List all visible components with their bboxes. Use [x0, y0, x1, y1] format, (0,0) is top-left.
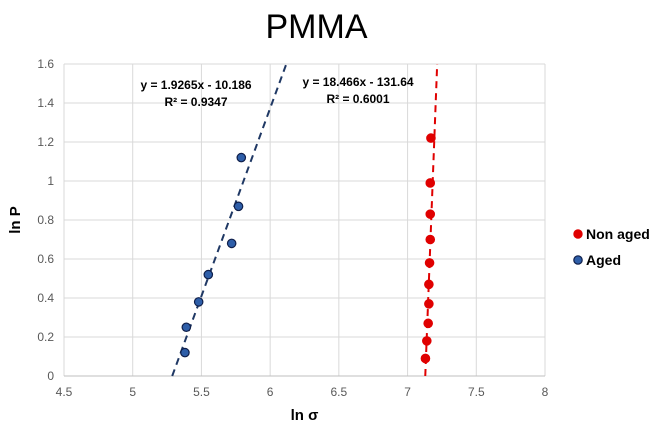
non-aged-data-point	[426, 133, 436, 143]
non-aged-data-point	[424, 299, 434, 309]
chart-title: PMMA	[266, 8, 368, 46]
nonaged-r2-text: R² = 0.6001	[326, 92, 389, 106]
y-tick-label: 1.2	[37, 135, 54, 149]
y-tick-label: 0.2	[37, 330, 54, 344]
y-tick-label: 1.6	[37, 57, 54, 71]
aged-data-point	[193, 297, 204, 307]
x-axis-label: ln σ	[291, 407, 319, 424]
x-tick-label: 7.5	[468, 385, 485, 399]
x-tick-label: 6.5	[331, 385, 348, 399]
y-tick-label: 1	[47, 174, 54, 188]
non-aged-data-point	[424, 279, 434, 290]
data-points	[180, 133, 436, 364]
non-aged-data-point	[422, 336, 432, 346]
y-tick-label: 1.4	[37, 96, 54, 110]
aged-data-point	[181, 322, 192, 333]
aged-trendline	[171, 63, 288, 377]
aged-r2-text: R² = 0.9347	[164, 95, 227, 109]
aged-data-point	[233, 201, 244, 212]
nonaged-equation-text: y = 18.466x - 131.64	[302, 75, 413, 89]
legend-label-non-aged: Non aged	[586, 226, 650, 242]
aged-data-point	[203, 269, 214, 280]
x-tick-label: 8	[542, 385, 549, 399]
y-tick-label: 0.8	[37, 213, 54, 227]
nonaged-trendline-equation: y = 18.466x - 131.64 R² = 0.6001	[302, 75, 413, 106]
y-tick-label: 0	[47, 369, 54, 383]
x-tick-label: 7	[404, 385, 411, 399]
x-tick-label: 4.5	[56, 385, 73, 399]
y-tick-label: 0.4	[37, 291, 54, 305]
y-tick-label: 0.6	[37, 252, 54, 266]
aged-data-point	[180, 347, 190, 358]
aged-equation-text: y = 1.9265x - 10.186	[140, 78, 251, 92]
non-aged-data-point	[425, 234, 436, 245]
non-aged-data-point	[424, 258, 435, 268]
legend-marker-aged	[573, 255, 583, 265]
legend: Non aged Aged	[573, 226, 650, 268]
non-aged-data-point	[420, 353, 431, 364]
y-axis-label: ln P	[7, 206, 24, 234]
legend-label-aged: Aged	[586, 252, 621, 268]
aged-data-point	[236, 152, 247, 163]
non-aged-data-point	[425, 209, 436, 219]
non-aged-data-point	[425, 178, 436, 188]
x-tick-label: 5	[129, 385, 136, 399]
grid	[63, 63, 546, 377]
aged-trendline-equation: y = 1.9265x - 10.186 R² = 0.9347	[140, 78, 251, 109]
x-tick-label: 5.5	[193, 385, 210, 399]
legend-marker-non-aged	[573, 229, 583, 239]
tick-labels: 4.5 5 5.5 6 6.5 7 7.5 8 0 0.2 0.4 0.6 0.8 1 1.2 1.4 1.6	[37, 57, 548, 399]
x-tick-label: 6	[267, 385, 274, 399]
aged-data-point	[226, 238, 237, 249]
non-aged-data-point	[423, 318, 433, 329]
